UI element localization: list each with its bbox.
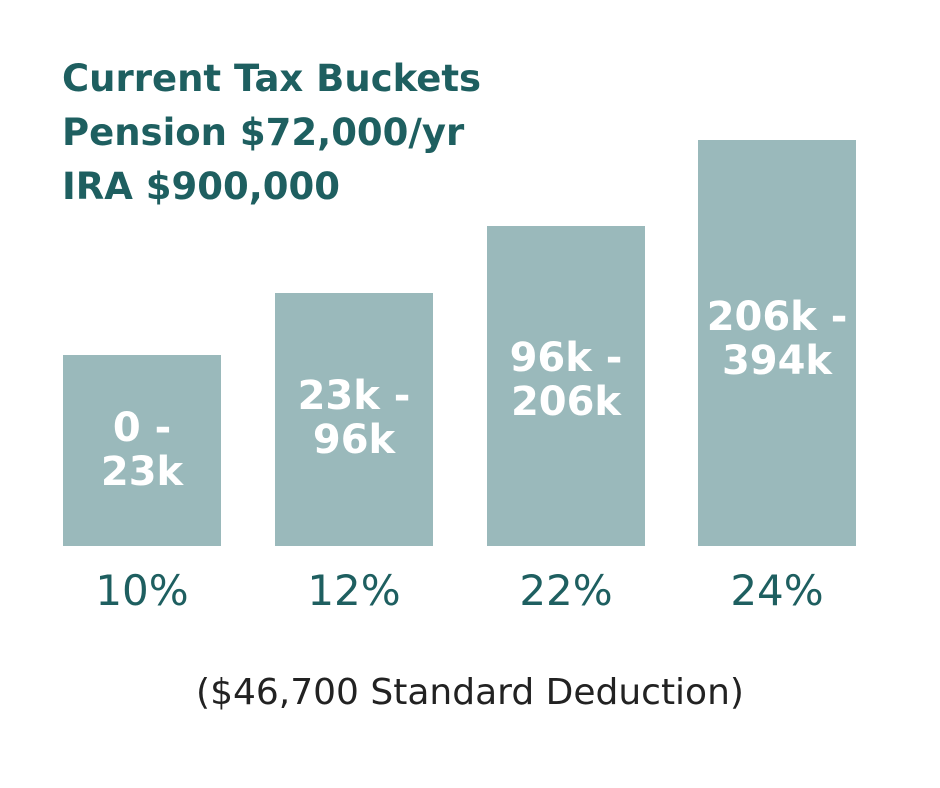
bar-1-range-label-line-1: 0 -	[113, 405, 171, 451]
bar-2	[275, 293, 433, 546]
standard-deduction-note: ($46,700 Standard Deduction)	[196, 672, 744, 713]
bar-4	[698, 140, 856, 546]
bar-4-range-label-line-1: 206k -	[707, 294, 848, 340]
chart-title-block: Current Tax Buckets Pension $72,000/yr I…	[62, 52, 481, 214]
tax-rate-label-2: 12%	[307, 566, 400, 615]
chart-subtitle-pension: Pension $72,000/yr	[62, 111, 465, 154]
bar-3-range-label-line-1: 96k -	[510, 335, 623, 381]
chart-subtitle-ira: IRA $900,000	[62, 165, 341, 208]
bar-3	[487, 226, 645, 546]
bar-2-range-label-line-1: 23k -	[298, 373, 411, 419]
tax-rate-label-4: 24%	[730, 566, 823, 615]
tax-rate-label-3: 22%	[519, 566, 612, 615]
bar-2-range-label-line-2: 96k	[313, 417, 397, 463]
chart-title: Current Tax Buckets	[62, 57, 482, 100]
bar-4-range-label-line-2: 394k	[722, 338, 833, 384]
tax-rate-label-1: 10%	[95, 566, 188, 615]
bar-1-range-label-line-2: 23k	[101, 449, 185, 495]
bar-1	[63, 355, 221, 546]
bar-3-range-label-line-2: 206k	[511, 379, 622, 425]
